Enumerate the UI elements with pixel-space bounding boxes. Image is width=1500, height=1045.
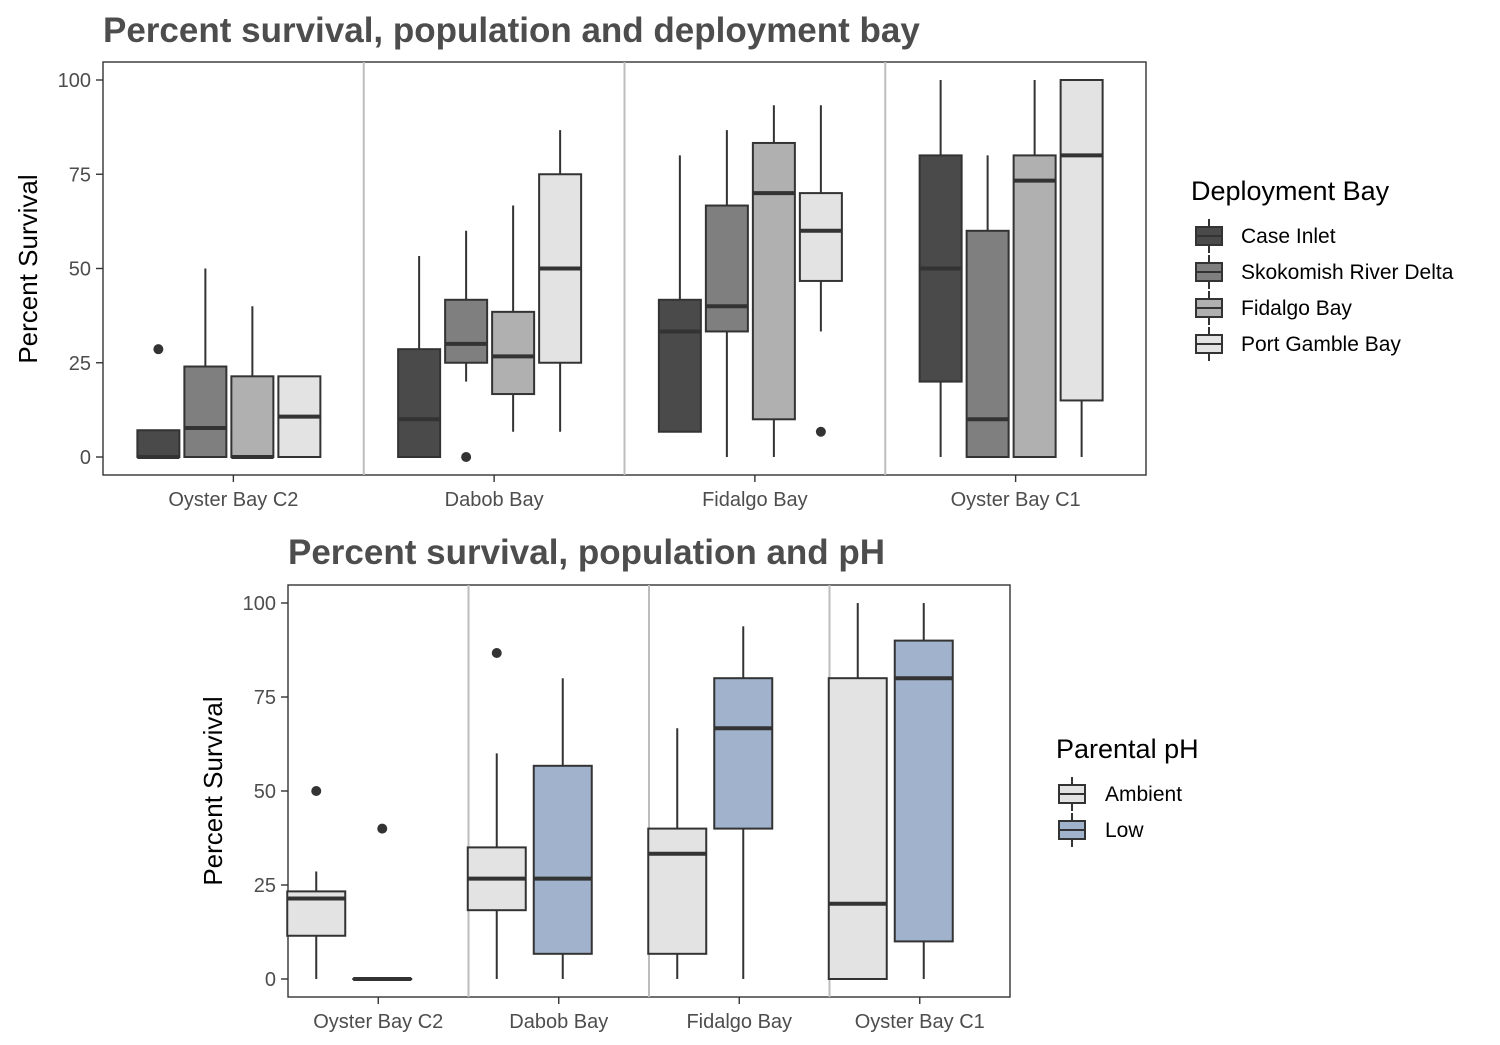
legend-item: Ambient xyxy=(1058,777,1182,811)
box-body xyxy=(965,229,1010,458)
box-body xyxy=(893,639,954,943)
box-low xyxy=(713,626,774,979)
box-skokomish-river-delta xyxy=(965,155,1010,458)
legend-item: Case Inlet xyxy=(1195,219,1336,253)
box-low xyxy=(352,823,413,981)
legend-label: Port Gamble Bay xyxy=(1241,333,1401,356)
box-fidalgo-bay xyxy=(230,306,275,459)
box-port-gamble-bay xyxy=(1059,79,1104,457)
box-body xyxy=(1012,154,1057,458)
x-tick-label: Fidalgo Bay xyxy=(686,1011,792,1033)
y-tick-label: 25 xyxy=(69,353,91,375)
box-body xyxy=(230,375,275,458)
legend-item: Skokomish River Delta xyxy=(1195,255,1454,289)
x-tick-label: Oyster Bay C1 xyxy=(951,489,1081,511)
box-body xyxy=(657,298,702,433)
box-body xyxy=(136,429,181,459)
y-tick-label: 50 xyxy=(69,259,91,281)
chart-title: Percent survival, population and deploym… xyxy=(103,11,920,50)
y-tick-label: 75 xyxy=(254,687,276,709)
legend-item: Fidalgo Bay xyxy=(1195,291,1352,325)
box-body xyxy=(444,298,489,364)
y-tick-label: 0 xyxy=(80,447,91,469)
legend-item: Low xyxy=(1058,813,1144,847)
box-ambient xyxy=(827,603,888,980)
outlier-point xyxy=(377,823,388,834)
outlier-point xyxy=(491,648,502,659)
y-tick-label: 100 xyxy=(243,593,276,615)
box-port-gamble-bay xyxy=(798,105,843,437)
box-fidalgo-bay xyxy=(751,105,796,457)
box-body xyxy=(827,677,888,980)
y-axis-title: Percent Survival xyxy=(13,174,43,363)
box-case-inlet xyxy=(136,344,181,459)
legend-label: Case Inlet xyxy=(1241,225,1336,248)
box-body xyxy=(751,141,796,421)
legend-title: Parental pH xyxy=(1056,734,1199,764)
box-ambient xyxy=(286,786,347,979)
box-body xyxy=(713,677,774,830)
outlier-point xyxy=(461,452,472,462)
outlier-point xyxy=(153,344,164,355)
legend-item: Port Gamble Bay xyxy=(1195,327,1401,361)
box-case-inlet xyxy=(397,256,442,459)
x-tick-label: Oyster Bay C2 xyxy=(313,1011,443,1033)
x-tick-label: Oyster Bay C2 xyxy=(168,489,298,511)
box-body xyxy=(532,764,593,955)
y-axis-title: Percent Survival xyxy=(198,696,228,885)
y-tick-label: 75 xyxy=(69,164,91,186)
box-low xyxy=(532,678,593,979)
x-tick-label: Oyster Bay C1 xyxy=(855,1011,985,1033)
box-low xyxy=(893,603,954,979)
legend-label: Skokomish River Delta xyxy=(1241,261,1454,284)
parental-ph-chart: Percent survival, population and pH Perc… xyxy=(198,533,1199,1033)
x-tick-label: Fidalgo Bay xyxy=(702,489,808,511)
box-skokomish-river-delta xyxy=(183,268,228,458)
box-fidalgo-bay xyxy=(491,205,536,432)
y-tick-label: 0 xyxy=(265,969,276,991)
box-fidalgo-bay xyxy=(1012,80,1057,458)
legend-label: Fidalgo Bay xyxy=(1241,297,1352,320)
box-port-gamble-bay xyxy=(538,130,583,432)
box-skokomish-river-delta xyxy=(704,130,749,457)
box-body xyxy=(647,827,708,955)
x-tick-label: Dabob Bay xyxy=(509,1011,608,1033)
box-port-gamble-bay xyxy=(277,375,322,458)
box-body xyxy=(704,204,749,333)
chart-title: Percent survival, population and pH xyxy=(288,533,885,572)
outlier-point xyxy=(815,426,826,437)
box-body xyxy=(183,365,228,458)
y-tick-label: 25 xyxy=(254,875,276,897)
legend-label: Low xyxy=(1105,819,1144,842)
y-tick-label: 100 xyxy=(58,70,91,92)
x-tick-label: Dabob Bay xyxy=(445,489,544,511)
box-body xyxy=(1059,79,1104,402)
box-body xyxy=(491,310,536,396)
y-tick-label: 50 xyxy=(254,781,276,803)
box-body xyxy=(798,192,843,282)
box-ambient xyxy=(647,728,708,979)
box-case-inlet xyxy=(918,80,963,457)
box-skokomish-river-delta xyxy=(444,230,489,462)
box-case-inlet xyxy=(657,155,702,433)
deployment-bay-chart: Percent survival, population and deploym… xyxy=(13,11,1454,511)
box-body xyxy=(397,348,442,459)
legend-title: Deployment Bay xyxy=(1191,176,1390,206)
box-ambient xyxy=(466,648,527,979)
legend-label: Ambient xyxy=(1105,783,1182,806)
outlier-point xyxy=(311,786,322,796)
